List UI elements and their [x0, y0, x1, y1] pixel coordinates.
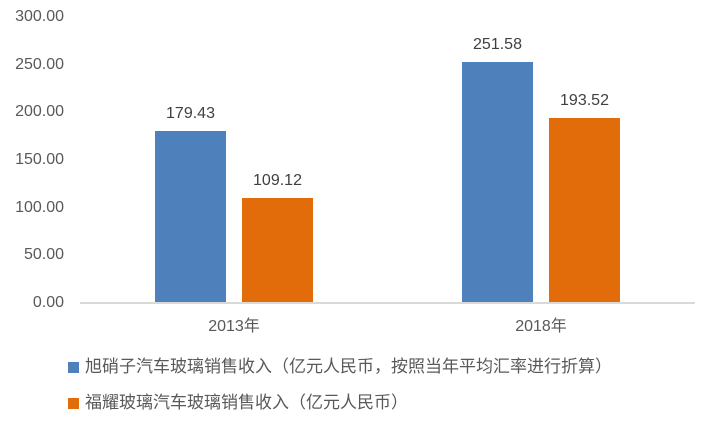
bar-2018年-series2: [549, 117, 620, 302]
legend-item-series2: 福耀玻璃汽车玻璃销售收入（亿元人民币）: [68, 392, 612, 414]
bar-2013年-series2: [242, 197, 313, 302]
bar-2013年-series1: [155, 130, 226, 302]
bar-2018年-series1: [462, 62, 533, 302]
x-category-label: 2018年: [515, 318, 567, 335]
legend-item-series1: 旭硝子汽车玻璃销售收入（亿元人民币，按照当年平均汇率进行折算）: [68, 356, 612, 378]
y-tick-label: 50.00: [23, 246, 64, 264]
legend-marker-icon: [68, 361, 79, 373]
data-label: 251.58: [473, 36, 522, 54]
y-tick-label: 200.00: [15, 103, 64, 121]
y-tick-label: 0.00: [32, 294, 64, 311]
y-tick-label: 150.00: [15, 151, 64, 168]
legend: 旭硝子汽车玻璃销售收入（亿元人民币，按照当年平均汇率进行折算） 福耀玻璃汽车玻璃销…: [68, 356, 612, 414]
x-category-label: 2013年: [208, 318, 260, 335]
y-tick-label: 250.00: [15, 55, 64, 73]
data-label: 193.52: [560, 91, 609, 109]
legend-label: 旭硝子汽车玻璃销售收入（亿元人民币，按照当年平均汇率进行折算）: [85, 357, 612, 376]
data-label: 179.43: [166, 104, 215, 122]
y-tick-label: 100.00: [15, 198, 64, 216]
legend-marker-icon: [68, 397, 79, 409]
legend-label: 福耀玻璃汽车玻璃销售收入（亿元人民币）: [85, 393, 408, 412]
x-axis-line: [80, 302, 695, 304]
data-label: 109.12: [253, 171, 302, 189]
y-tick-label: 300.00: [15, 8, 64, 25]
